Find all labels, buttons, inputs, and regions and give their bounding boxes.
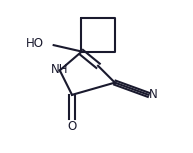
Text: O: O [67,121,77,133]
Text: N: N [149,88,157,101]
Text: NH: NH [51,63,69,76]
Text: HO: HO [26,37,44,50]
